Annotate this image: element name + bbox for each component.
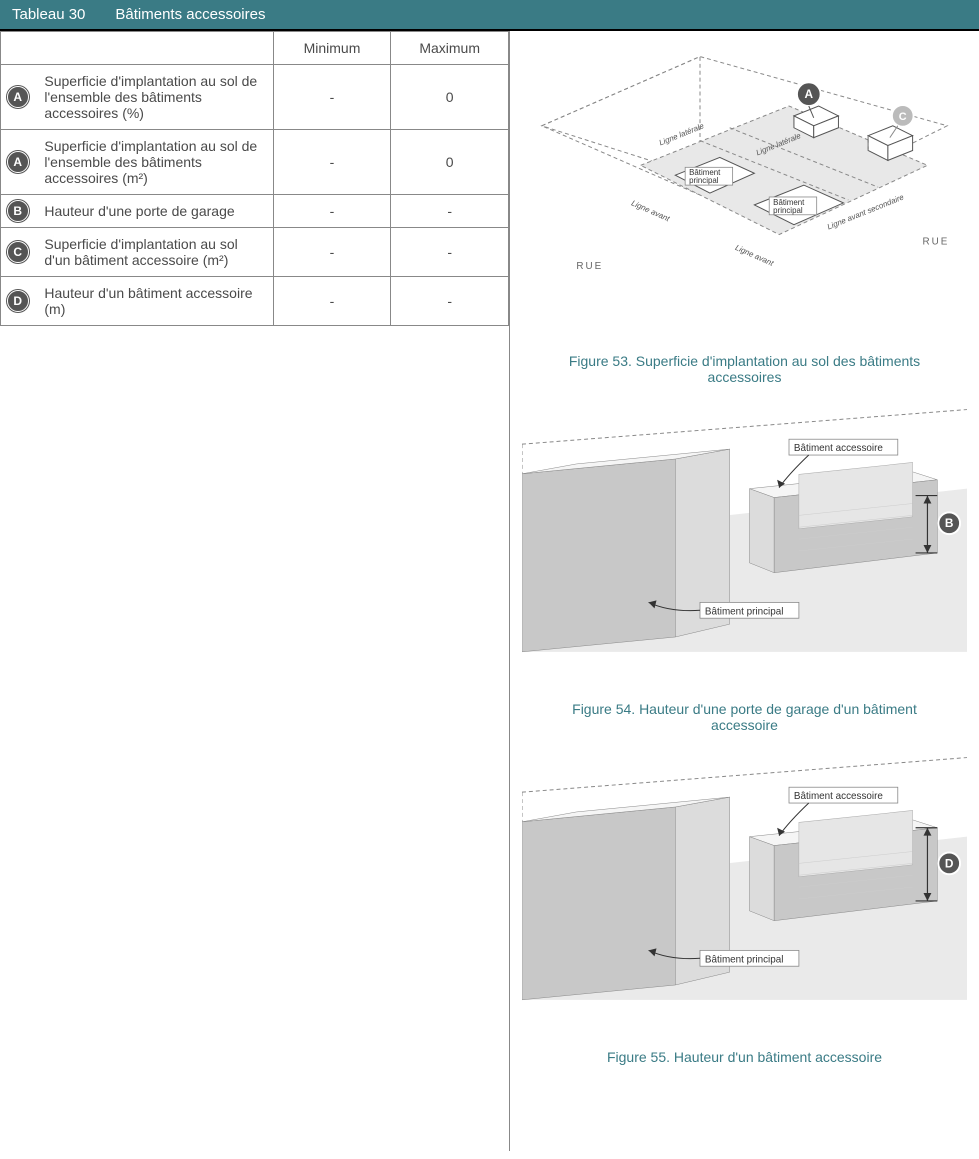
svg-text:Bâtiment principal: Bâtiment principal: [705, 606, 784, 617]
row-max: -: [391, 228, 509, 277]
svg-text:RUE: RUE: [576, 261, 603, 272]
figure-54-diagram: B Bâtiment accessoire Bâtiment principal: [522, 403, 967, 693]
row-badge: A: [7, 151, 29, 173]
svg-text:Bâtiment accessoire: Bâtiment accessoire: [794, 791, 883, 802]
row-min: -: [273, 277, 391, 326]
row-badge: A: [7, 86, 29, 108]
svg-text:Ligne avant: Ligne avant: [630, 198, 672, 223]
table-row: D Hauteur d'un bâtiment accessoire (m) -…: [1, 277, 509, 326]
svg-text:principal: principal: [773, 206, 803, 215]
row-badge: B: [7, 200, 29, 222]
table-column: Minimum Maximum A Superficie d'implantat…: [0, 31, 510, 1151]
svg-text:Bâtiment accessoire: Bâtiment accessoire: [794, 443, 883, 454]
table-number: Tableau 30: [12, 6, 85, 23]
row-desc: Superficie d'implantation au sol de l'en…: [34, 65, 273, 130]
table-title: Bâtiments accessoires: [115, 6, 265, 23]
row-min: -: [273, 65, 391, 130]
page-layout: Minimum Maximum A Superficie d'implantat…: [0, 31, 979, 1151]
row-desc: Superficie d'implantation au sol de l'en…: [34, 130, 273, 195]
table-title-bar: Tableau 30 Bâtiments accessoires: [0, 0, 979, 31]
figures-column: Bâtiment principal Bâtiment principal: [510, 31, 979, 1151]
table-row: A Superficie d'implantation au sol de l'…: [1, 65, 509, 130]
svg-text:A: A: [804, 87, 813, 101]
svg-text:Ligne avant: Ligne avant: [734, 243, 776, 268]
table-row: C Superficie d'implantation au sol d'un …: [1, 228, 509, 277]
row-max: -: [391, 195, 509, 228]
svg-text:D: D: [945, 856, 954, 870]
figure-54-caption: Figure 54. Hauteur d'une porte de garage…: [538, 701, 951, 733]
svg-text:B: B: [945, 516, 954, 530]
row-badge: C: [7, 241, 29, 263]
col-max: Maximum: [391, 32, 509, 65]
svg-text:Bâtiment principal: Bâtiment principal: [705, 954, 784, 965]
row-badge: D: [7, 290, 29, 312]
header-row: Minimum Maximum: [1, 32, 509, 65]
data-table: Minimum Maximum A Superficie d'implantat…: [0, 31, 509, 326]
row-max: 0: [391, 65, 509, 130]
figure-55-caption: Figure 55. Hauteur d'un bâtiment accesso…: [538, 1049, 951, 1065]
figure-53-caption: Figure 53. Superficie d'implantation au …: [538, 353, 951, 385]
svg-text:RUE: RUE: [923, 236, 950, 247]
row-min: -: [273, 195, 391, 228]
figure-55-diagram: D Bâtiment accessoire Bâtiment principal: [522, 751, 967, 1041]
col-min: Minimum: [273, 32, 391, 65]
row-min: -: [273, 130, 391, 195]
svg-text:principal: principal: [689, 176, 719, 185]
row-max: -: [391, 277, 509, 326]
row-desc: Hauteur d'une porte de garage: [34, 195, 273, 228]
row-max: 0: [391, 130, 509, 195]
row-desc: Hauteur d'un bâtiment accessoire (m): [34, 277, 273, 326]
row-min: -: [273, 228, 391, 277]
table-row: A Superficie d'implantation au sol de l'…: [1, 130, 509, 195]
figure-53-diagram: Bâtiment principal Bâtiment principal: [522, 45, 967, 345]
row-desc: Superficie d'implantation au sol d'un bâ…: [34, 228, 273, 277]
table-row: B Hauteur d'une porte de garage - -: [1, 195, 509, 228]
svg-text:C: C: [899, 111, 907, 123]
